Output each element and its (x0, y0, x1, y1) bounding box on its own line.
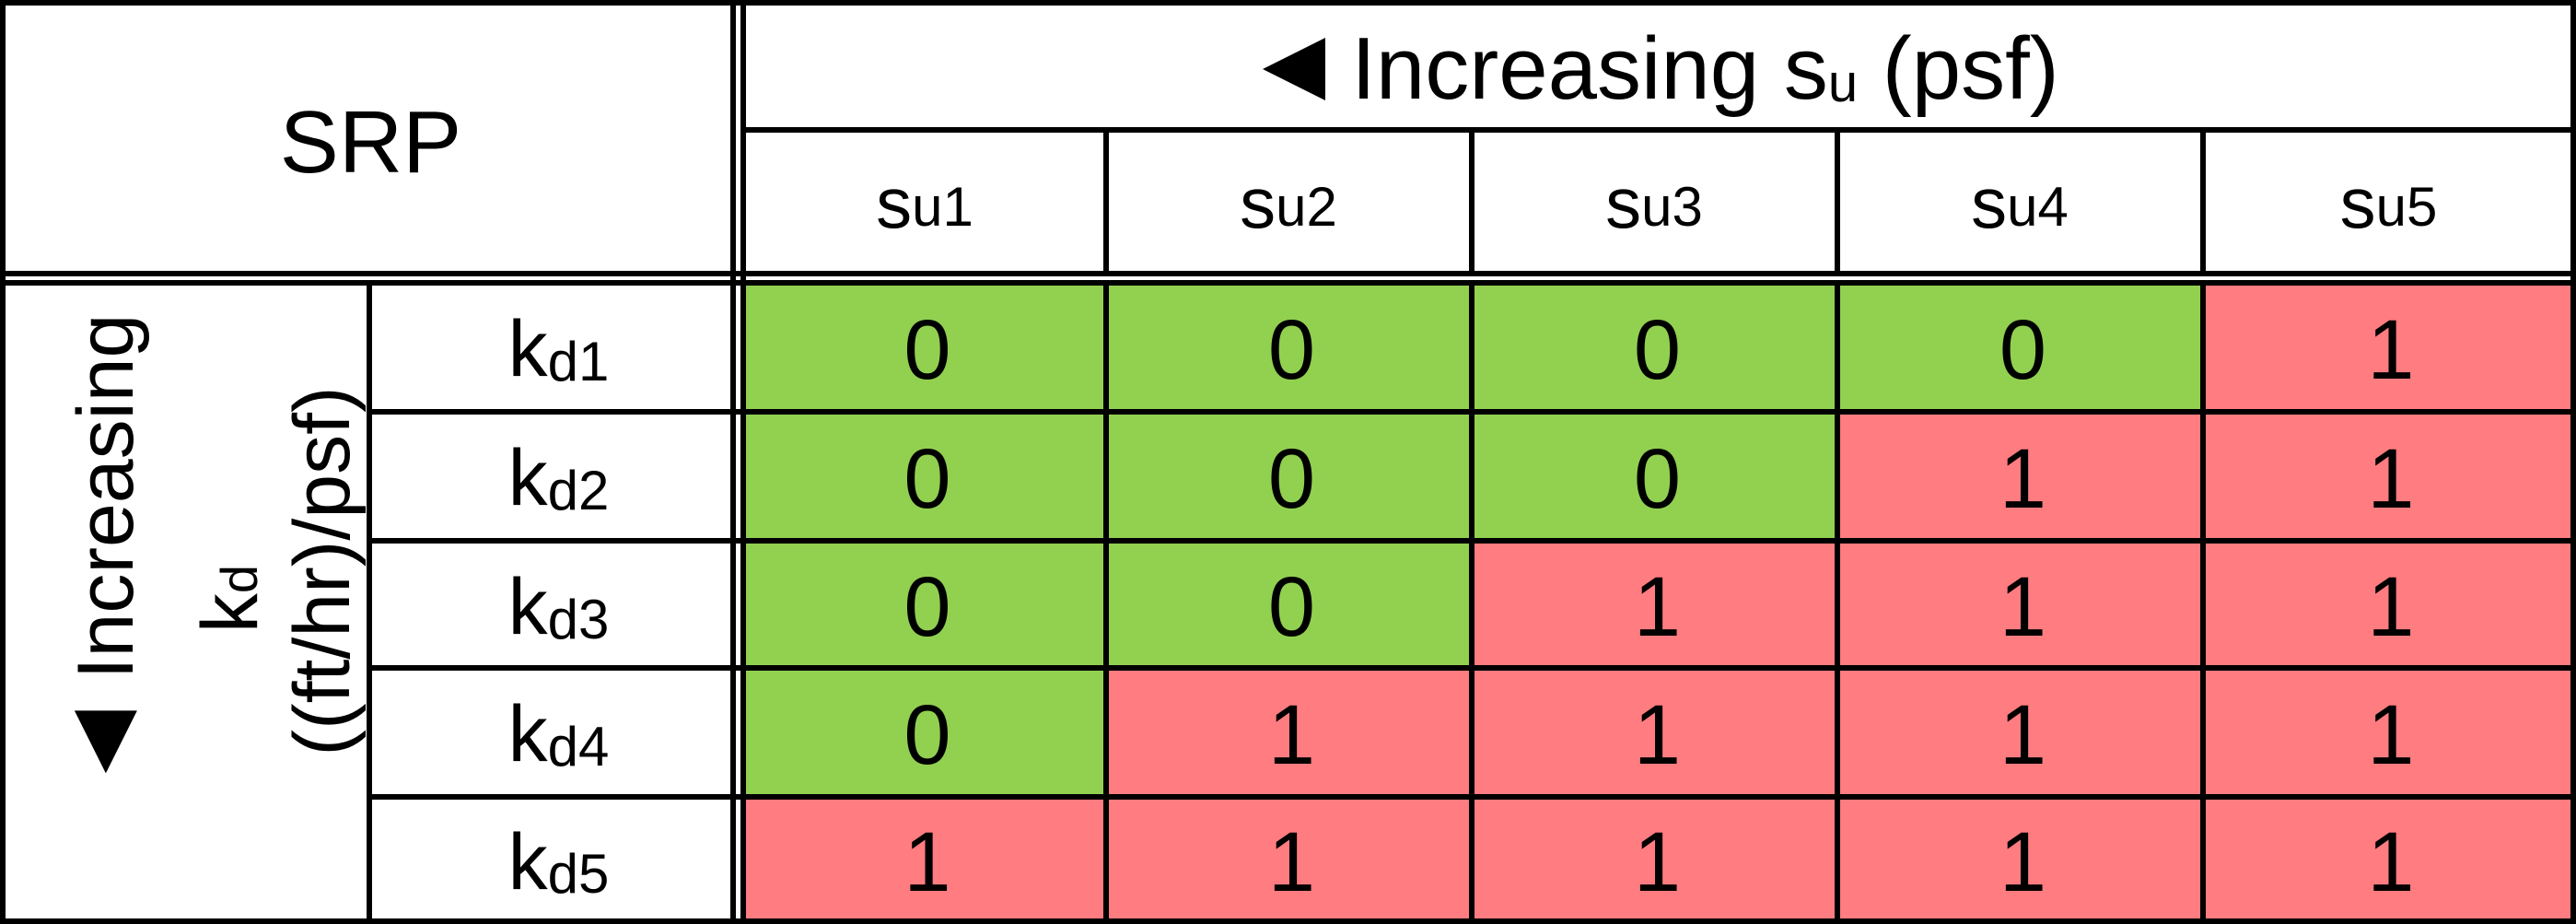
grid-line (0, 918, 2576, 924)
cell-value: 1 (1633, 814, 1682, 909)
cell-value: 1 (1633, 688, 1682, 782)
cell-value: 1 (1633, 560, 1682, 654)
column-header: s u5 (2339, 162, 2438, 243)
cell-value: 1 (2367, 432, 2415, 526)
column-header: s u2 (1240, 162, 1337, 243)
row-header: k d2 (507, 433, 610, 522)
grid-line (372, 538, 2576, 544)
cell-value: 0 (1633, 303, 1682, 397)
cell-value: 0 (1267, 303, 1316, 397)
value-cell: 0 (1840, 286, 2206, 415)
cell-value: 1 (1267, 688, 1316, 782)
row-header: k d3 (507, 562, 610, 651)
value-cell: 0 (1109, 286, 1474, 415)
value-cell: 0 (1109, 544, 1474, 671)
column-axis-prefix: Increasing (1351, 19, 1784, 118)
row-axis-line2: kd (186, 564, 274, 634)
value-cell: 1 (2206, 800, 2576, 924)
value-cell: 1 (1840, 800, 2206, 924)
grid-line (2200, 127, 2206, 271)
corner-label: SRP (279, 93, 462, 192)
value-cell: 1 (2206, 544, 2576, 671)
cell-value: 1 (1999, 688, 2047, 782)
value-cell: 1 (746, 800, 1109, 924)
cell-value: 0 (1999, 303, 2047, 397)
row-axis-line3: ((ft/hr)/psf) (278, 386, 367, 756)
grid-line (730, 0, 736, 924)
value-cell: 0 (1474, 415, 1840, 544)
grid-line (1469, 286, 1474, 924)
value-cell: 1 (1840, 544, 2206, 671)
cell-value: 0 (903, 560, 951, 654)
grid-line (1103, 127, 1109, 271)
grid-line (1835, 286, 1840, 924)
grid-line (2200, 286, 2206, 924)
value-cell: 0 (746, 671, 1109, 800)
cell-value: 1 (1999, 432, 2047, 526)
left-triangle-icon (1263, 38, 1326, 100)
grid-line (1469, 127, 1474, 271)
cell-value: 1 (2367, 814, 2415, 909)
value-cell: 1 (1109, 671, 1474, 800)
down-triangle-icon (75, 710, 138, 774)
cell-value: 0 (1267, 432, 1316, 526)
column-axis-var: s (1783, 19, 1828, 118)
grid-line (1835, 127, 1840, 271)
grid-line (1103, 286, 1109, 924)
cell-value: 1 (2367, 688, 2415, 782)
value-cell: 0 (1109, 415, 1474, 544)
value-cell: 1 (2206, 286, 2576, 415)
grid-line (372, 794, 2576, 800)
grid-line (2570, 0, 2576, 924)
grid-line (0, 280, 2576, 286)
cell-value: 1 (1999, 814, 2047, 909)
value-cell: 1 (1474, 544, 1840, 671)
column-axis-sub: u (1827, 53, 1859, 113)
grid-line (746, 127, 2576, 133)
cell-value: 0 (903, 432, 951, 526)
cell-value: 1 (2367, 560, 2415, 654)
value-cell: 1 (1474, 800, 1840, 924)
row-header: k d1 (507, 304, 610, 393)
row-axis-line1: Increasing (61, 314, 150, 774)
value-cell: 1 (2206, 415, 2576, 544)
cell-value: 0 (903, 303, 951, 397)
grid-line (372, 665, 2576, 671)
value-cell: 0 (746, 286, 1109, 415)
grid-line (0, 271, 2576, 276)
value-cell: 1 (1474, 671, 1840, 800)
value-cell: 0 (1474, 286, 1840, 415)
grid-line (372, 409, 2576, 415)
row-header: k d5 (507, 817, 610, 906)
cell-value: 1 (1999, 560, 2047, 654)
column-header: s u3 (1605, 162, 1703, 243)
value-cell: 1 (1109, 800, 1474, 924)
cell-value: 0 (1633, 432, 1682, 526)
column-axis-title: Increasing s u (psf) (746, 9, 2576, 129)
value-cell: 1 (2206, 671, 2576, 800)
cell-value: 1 (903, 814, 951, 909)
cell-value: 1 (1267, 814, 1316, 909)
column-header: s u4 (1971, 162, 2069, 243)
column-header: s u1 (876, 162, 973, 243)
grid-line (740, 0, 746, 924)
column-axis-unit: (psf) (1858, 19, 2059, 118)
value-cell: 0 (746, 415, 1109, 544)
row-header: k d4 (507, 689, 610, 778)
grid-line (0, 0, 2576, 6)
value-cell: 1 (1840, 415, 2206, 544)
grid-line (367, 282, 372, 924)
cell-value: 0 (1267, 560, 1316, 654)
value-cell: 0 (746, 544, 1109, 671)
grid-line (0, 0, 6, 924)
cell-value: 1 (2367, 303, 2415, 397)
value-cell: 1 (1840, 671, 2206, 800)
cell-value: 0 (903, 688, 951, 782)
